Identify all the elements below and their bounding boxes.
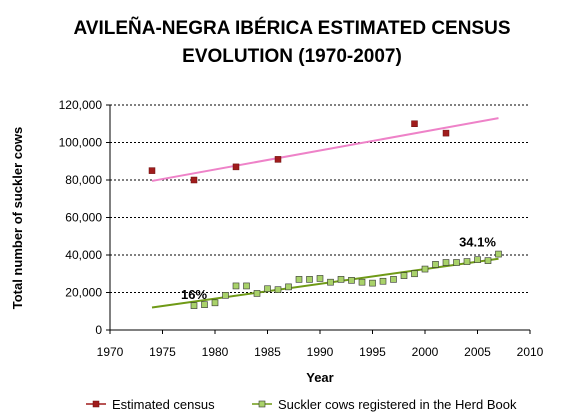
point-s1-1 <box>201 301 208 308</box>
point-s1-25 <box>453 259 460 266</box>
y-tick-label-5: 100,000 <box>59 136 103 150</box>
point-s1-17 <box>369 279 376 287</box>
point-s1-16 <box>358 278 366 286</box>
point-s1-11 <box>306 276 313 283</box>
x-tick-label-2: 1980 <box>202 345 229 359</box>
x-ticks: 1970 1975 1980 1985 1990 1995 2000 2005 2010 <box>97 330 544 359</box>
point-s1-18 <box>379 277 387 285</box>
legend-label-herd-book: Suckler cows registered in the Herd Book <box>278 397 517 412</box>
legend: Estimated census Suckler cows registered… <box>86 397 517 412</box>
point-s1-29 <box>495 250 502 258</box>
point-s1-2 <box>211 299 219 307</box>
legend-item-herd-book: Suckler cows registered in the Herd Book <box>252 397 517 412</box>
point-s1-15 <box>348 277 355 284</box>
chart-title-line1: AVILEÑA-NEGRA IBÉRICA ESTIMATED CENSUS <box>73 17 510 39</box>
x-tick-label-7: 2005 <box>464 345 491 359</box>
point-s0-3 <box>274 156 282 163</box>
point-s1-20 <box>400 272 408 279</box>
point-s1-14 <box>337 276 345 283</box>
point-s1-26 <box>463 258 471 265</box>
x-axis-title: Year <box>306 370 333 385</box>
point-s1-6 <box>253 290 261 297</box>
x-tick-label-8: 2010 <box>517 345 544 359</box>
point-s1-23 <box>432 261 439 268</box>
point-s1-21 <box>411 270 418 278</box>
point-s1-4 <box>232 282 240 290</box>
annotation-16-percent: 16% <box>181 287 207 302</box>
point-s1-27 <box>474 256 481 263</box>
point-s1-0 <box>190 302 198 309</box>
y-tick-label-1: 20,000 <box>65 286 102 300</box>
gridlines <box>110 104 530 293</box>
point-s1-28 <box>484 257 492 264</box>
legend-item-estimated-census: Estimated census <box>86 397 215 412</box>
annotation-34-percent: 34.1% <box>459 235 496 250</box>
point-s0-1 <box>190 176 198 184</box>
x-tick-label-1: 1975 <box>149 345 176 359</box>
trendlines <box>151 117 499 309</box>
point-s1-5 <box>243 282 250 290</box>
point-s0-5 <box>442 129 450 137</box>
x-tick-label-0: 1970 <box>97 345 124 359</box>
data-points <box>148 120 502 309</box>
trendline-0 <box>151 117 499 182</box>
point-s1-7 <box>264 285 271 293</box>
y-tick-label-3: 60,000 <box>65 211 102 225</box>
chart-title-line2: EVOLUTION (1970-2007) <box>182 46 402 67</box>
y-axis-title: Total number of suckler cows <box>10 127 25 310</box>
y-ticks: 0 20,000 40,000 60,000 80,000 100,000 120,000 <box>59 98 110 337</box>
point-s1-12 <box>316 275 324 282</box>
point-s0-2 <box>232 163 240 171</box>
legend-marker-herd-book <box>258 400 266 408</box>
point-s1-13 <box>327 278 334 286</box>
point-s1-10 <box>295 276 303 283</box>
x-tick-label-3: 1985 <box>254 345 281 359</box>
point-s1-19 <box>390 276 397 283</box>
x-tick-label-6: 2000 <box>412 345 439 359</box>
legend-label-estimated-census: Estimated census <box>112 397 215 412</box>
y-tick-label-4: 80,000 <box>65 173 102 187</box>
point-s0-4 <box>411 120 418 127</box>
x-tick-label-5: 1995 <box>359 345 386 359</box>
point-s1-8 <box>274 286 282 293</box>
legend-marker-estimated-census <box>92 400 100 408</box>
x-tick-label-4: 1990 <box>307 345 334 359</box>
trendline-1 <box>151 257 499 309</box>
point-s0-0 <box>148 167 156 174</box>
point-s1-9 <box>285 283 292 291</box>
point-s1-24 <box>442 259 450 266</box>
y-tick-label-0: 0 <box>95 323 102 337</box>
point-s1-3 <box>222 292 229 299</box>
y-tick-label-6: 120,000 <box>59 98 103 112</box>
y-tick-label-2: 40,000 <box>65 248 102 262</box>
point-s1-22 <box>421 265 429 273</box>
